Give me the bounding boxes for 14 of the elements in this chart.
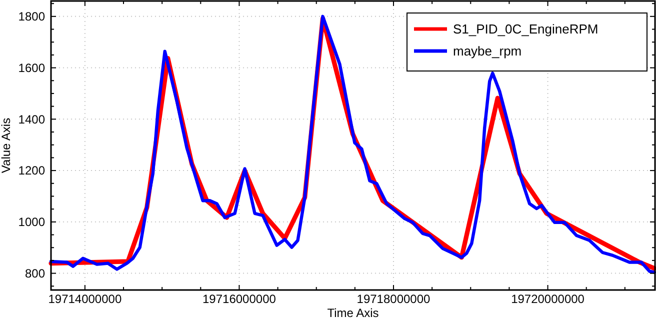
- y-tick-label: 1400: [18, 112, 46, 126]
- y-tick-label: 1800: [18, 10, 46, 24]
- legend-label: maybe_rpm: [453, 44, 522, 59]
- legend-label: S1_PID_0C_EngineRPM: [453, 22, 598, 37]
- x-tick-label: 19718000000: [356, 292, 431, 306]
- x-tick-label: 19714000000: [48, 292, 122, 306]
- y-tick-label: 1600: [18, 60, 46, 75]
- y-tick-label: 800: [24, 266, 46, 280]
- y-tick-label: 1200: [18, 164, 46, 178]
- y-axis-title: Value Axis: [0, 118, 13, 174]
- x-tick-label: 19716000000: [202, 292, 276, 306]
- y-tick-label: 1000: [18, 215, 46, 230]
- x-tick-label: 19720000000: [511, 292, 585, 306]
- x-axis-title: Time Axis: [327, 306, 379, 320]
